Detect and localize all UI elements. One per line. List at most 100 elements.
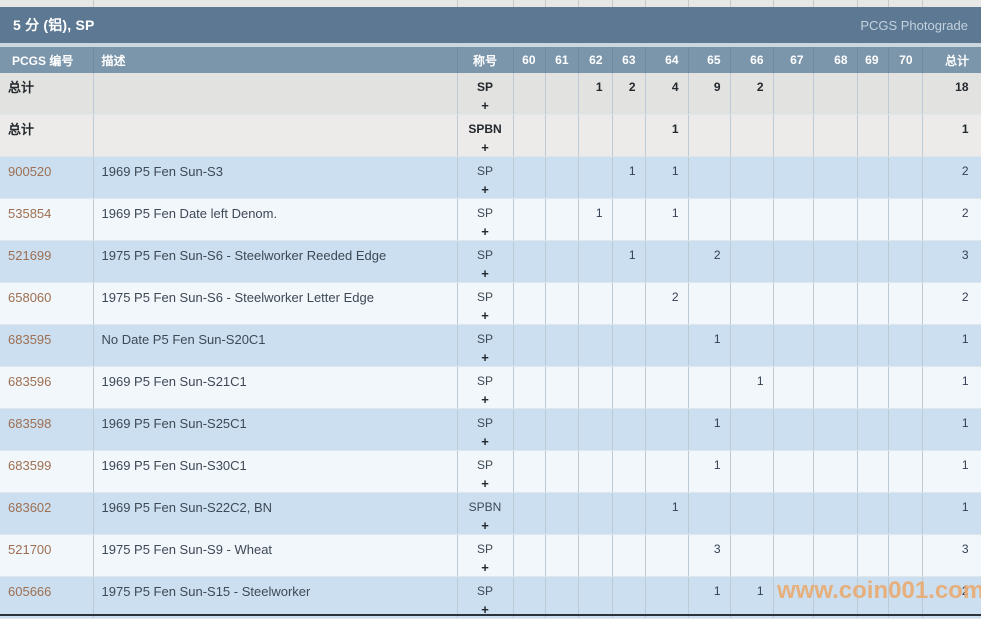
photograde-link[interactable]: PCGS Photograde (860, 17, 968, 33)
row-total-cell: 1 (922, 366, 981, 410)
pcgs-number-link[interactable]: 683599 (8, 458, 52, 474)
grade-cell-60 (513, 408, 546, 452)
grade-cell-68 (813, 198, 858, 242)
grade-cell-63: 1 (612, 240, 646, 284)
grade-cell-70 (888, 450, 923, 494)
expand-plus-button[interactable]: + (481, 182, 489, 198)
pcgs-number-link[interactable]: 900520 (8, 164, 52, 180)
expand-plus-button[interactable]: + (481, 350, 489, 366)
expand-plus-button[interactable]: + (481, 392, 489, 408)
grade-cell-62: 1 (578, 73, 613, 116)
grade-cell-70 (888, 492, 923, 536)
expand-plus-button[interactable]: + (481, 476, 489, 492)
grade-cell-62 (578, 450, 613, 494)
pcgs-number-link[interactable]: 658060 (8, 290, 52, 306)
pcgs-number-link[interactable]: 521700 (8, 542, 52, 558)
table-body: 总计 SP +1 2 4 9 2 18 总计 SPBN +1 1 900520 1969 P5 Fen S… (0, 73, 981, 620)
pcgs-number-link[interactable]: 683596 (8, 374, 52, 390)
grade-cell-68 (813, 282, 858, 326)
grade-cell-63 (612, 492, 646, 536)
grade-cell-69 (857, 240, 889, 284)
pcgs-number-link[interactable]: 521699 (8, 248, 52, 264)
grade-cell-70 (888, 73, 923, 116)
pcgs-number-link[interactable]: 683602 (8, 500, 52, 516)
expand-plus-button[interactable]: + (481, 224, 489, 240)
grade-cell-70 (888, 156, 923, 200)
description-cell: 1975 P5 Fen Sun-S15 - Steelworker (93, 576, 458, 620)
designation-cell: SP + (457, 156, 514, 200)
expand-plus-button[interactable]: + (481, 602, 489, 618)
grade-cell-61 (545, 240, 579, 284)
grade-cell-65 (688, 366, 731, 410)
grade-cell-62 (578, 408, 613, 452)
col-header-grade-64: 64 (645, 47, 689, 73)
expand-plus-button[interactable]: + (481, 98, 489, 113)
grade-cell-67 (773, 282, 814, 326)
col-header-pcgs: PCGS 编号 (0, 47, 94, 73)
grade-cell-67 (773, 408, 814, 452)
col-header-grade-68: 68 (813, 47, 858, 73)
grade-cell-63 (612, 114, 646, 158)
col-header-grade-60: 60 (513, 47, 546, 73)
grade-cell-61 (545, 324, 579, 368)
grade-cell-70 (888, 366, 923, 410)
grade-cell-67 (773, 366, 814, 410)
description-cell: 1969 P5 Fen Sun-S30C1 (93, 450, 458, 494)
grade-cell-68 (813, 240, 858, 284)
total-row-label: 总计 (8, 80, 35, 95)
grade-cell-66 (730, 324, 774, 368)
grade-cell-65: 9 (688, 73, 731, 116)
description-cell: 1975 P5 Fen Sun-S6 - Steelworker Letter … (93, 282, 458, 326)
grade-cell-61 (545, 156, 579, 200)
grade-cell-70 (888, 408, 923, 452)
grade-cell-63 (612, 576, 646, 620)
grade-cell-70 (888, 240, 923, 284)
coin-row: 521700 1975 P5 Fen Sun-S9 - Wheat SP +3 3 (0, 534, 981, 578)
grade-cell-66: 1 (730, 366, 774, 410)
col-header-grade-61: 61 (545, 47, 579, 73)
grade-cell-65 (688, 156, 731, 200)
grade-cell-65: 2 (688, 240, 731, 284)
expand-plus-button[interactable]: + (481, 308, 489, 324)
pcgs-number-link[interactable]: 683595 (8, 332, 52, 348)
col-header-grade-62: 62 (578, 47, 613, 73)
pcgs-number-link[interactable]: 605666 (8, 584, 52, 600)
expand-plus-button[interactable]: + (481, 560, 489, 576)
col-header-grade-67: 67 (773, 47, 814, 73)
grade-cell-69 (857, 408, 889, 452)
grade-cell-64 (645, 408, 689, 452)
grade-cell-61 (545, 366, 579, 410)
col-header-grade-66: 66 (730, 47, 774, 73)
grade-cell-65: 1 (688, 450, 731, 494)
grade-cell-60 (513, 324, 546, 368)
designation-label: SP (476, 80, 493, 94)
coin-row: 683602 1969 P5 Fen Sun-S22C2, BN SPBN +1 1 (0, 492, 981, 536)
grade-cell-64: 4 (645, 73, 689, 116)
pcgs-number-cell: 总计 (0, 114, 94, 158)
grade-cell-61 (545, 73, 579, 116)
expand-plus-button[interactable]: + (481, 140, 489, 156)
grade-cell-68 (813, 408, 858, 452)
grade-cell-68 (813, 366, 858, 410)
pcgs-number-link[interactable]: 683598 (8, 416, 52, 432)
population-table: PCGS 编号 描述 称号 60 61 62 63 64 65 66 67 68 69 70 总计 总… (0, 47, 981, 620)
grade-cell-60 (513, 450, 546, 494)
expand-plus-button[interactable]: + (481, 518, 489, 534)
coin-row: 535854 1969 P5 Fen Date left Denom. SP +1 1 2 (0, 198, 981, 242)
description-cell: 1969 P5 Fen Sun-S25C1 (93, 408, 458, 452)
expand-plus-button[interactable]: + (481, 266, 489, 282)
grade-cell-62 (578, 366, 613, 410)
grade-cell-65: 1 (688, 576, 731, 620)
grade-cell-60 (513, 366, 546, 410)
grade-cell-61 (545, 492, 579, 536)
row-total-cell: 1 (922, 408, 981, 452)
expand-plus-button[interactable]: + (481, 434, 489, 450)
summary-row: 总计 SPBN +1 1 (0, 114, 981, 158)
total-row-label: 总计 (8, 122, 35, 138)
pcgs-number-link[interactable]: 535854 (8, 206, 52, 222)
grade-cell-61 (545, 576, 579, 620)
grade-cell-61 (545, 198, 579, 242)
grade-cell-66 (730, 534, 774, 578)
designation-label: SPBN (468, 122, 502, 137)
description-cell (93, 73, 458, 116)
